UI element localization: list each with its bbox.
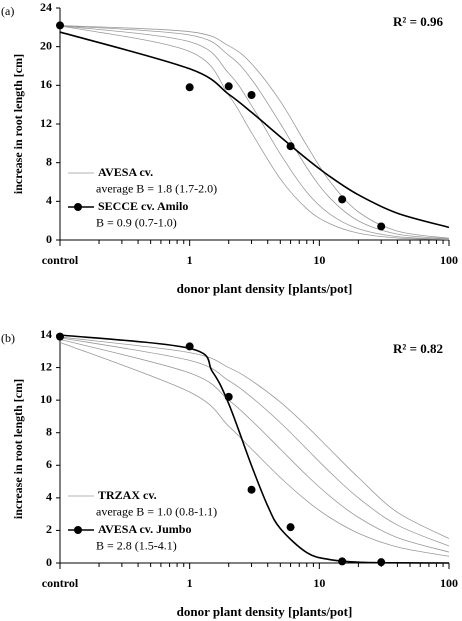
y-tick-label: 8 <box>46 154 52 168</box>
legend-note: B = 2.8 (1.5-4.1) <box>96 538 177 552</box>
y-tick-label: 0 <box>46 232 52 246</box>
y-tick-label: 10 <box>40 392 52 406</box>
fit-curve <box>59 25 450 239</box>
x-tick-label: 10 <box>313 576 325 590</box>
x-tick-label: 1 <box>187 576 193 590</box>
y-axis-label: increase in root length [cm] <box>11 54 25 194</box>
x-tick-label: 10 <box>313 253 325 267</box>
x-tick-label: 100 <box>440 576 458 590</box>
y-tick-label: 16 <box>40 77 52 91</box>
legend-label: AVESA cv. Jumbo <box>98 522 191 536</box>
fit-curve <box>59 341 450 557</box>
legend-marker <box>74 203 82 211</box>
y-tick-label: 14 <box>40 327 52 341</box>
y-tick-label: 2 <box>46 522 52 536</box>
data-point <box>338 557 347 566</box>
fit-curve <box>59 25 450 240</box>
fit-curve <box>59 25 450 241</box>
data-point <box>377 222 386 231</box>
x-tick-label: control <box>42 576 79 590</box>
fit-curve <box>59 337 450 547</box>
legend-note: B = 0.9 (0.7-1.0) <box>96 215 177 229</box>
fit-curve <box>59 336 450 539</box>
fit-curve <box>59 334 450 564</box>
y-tick-label: 20 <box>40 38 52 52</box>
data-point <box>247 91 256 99</box>
data-point <box>286 523 295 532</box>
data-point <box>185 83 194 92</box>
x-axis-label: donor plant density [plants/pot] <box>177 281 353 296</box>
legend-marker <box>74 526 82 534</box>
y-tick-label: 6 <box>46 457 52 471</box>
data-point <box>56 21 64 30</box>
y-tick-label: 24 <box>40 0 52 14</box>
legend-label: SECCE cv. Amilo <box>98 199 188 213</box>
annotation: R² = 0.82 <box>393 341 443 356</box>
y-tick-label: 12 <box>40 116 52 130</box>
panel-label: (a) <box>1 4 14 18</box>
data-point <box>185 342 194 351</box>
legend-note: average B = 1.8 (1.7-2.0) <box>96 181 217 195</box>
legend-note: average B = 1.0 (0.8-1.1) <box>96 504 217 518</box>
y-tick-label: 0 <box>46 555 52 569</box>
y-tick-label: 4 <box>46 193 52 207</box>
x-tick-label: 1 <box>187 253 193 267</box>
data-point <box>377 558 386 567</box>
annotation: R² = 0.96 <box>393 14 443 29</box>
legend-label: AVESA cv. <box>98 165 153 179</box>
data-point <box>286 142 295 151</box>
fit-curve <box>59 31 450 229</box>
data-point <box>224 392 233 401</box>
data-point <box>224 82 233 91</box>
fit-curve <box>59 339 450 553</box>
x-axis-label: donor plant density [plants/pot] <box>177 604 353 619</box>
y-tick-label: 12 <box>40 359 52 373</box>
legend-label: TRZAX cv. <box>98 488 157 502</box>
data-point <box>56 332 64 341</box>
data-point <box>247 485 256 494</box>
panel-label: (b) <box>1 331 15 345</box>
y-tick-label: 4 <box>46 490 52 504</box>
x-tick-label: 100 <box>440 253 458 267</box>
y-tick-label: 8 <box>46 424 52 438</box>
y-axis-label: increase in root length [cm] <box>11 379 25 519</box>
fit-curve <box>59 25 450 240</box>
data-point <box>338 195 347 204</box>
x-tick-label: control <box>42 253 79 267</box>
